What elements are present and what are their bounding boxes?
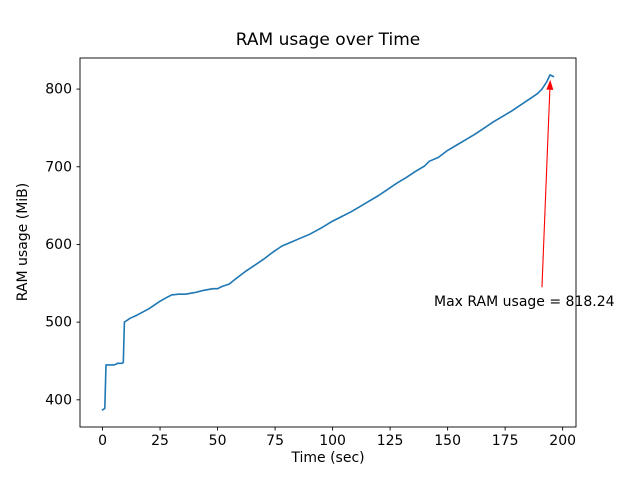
x-axis-label: Time (sec) — [290, 450, 364, 466]
x-tick-label: 200 — [549, 433, 576, 449]
y-tick-label: 600 — [45, 237, 72, 253]
x-tick-label: 100 — [319, 433, 346, 449]
plot-layer: 0 25 50 75 100 125 150 175 200 400 500 600 700 800 — [45, 57, 577, 449]
line-series-ram-usage — [101, 74, 555, 411]
y-tick-label: 400 — [45, 392, 72, 408]
chart-title: RAM usage over Time — [236, 30, 420, 50]
y-tick-label: 800 — [45, 82, 72, 98]
x-tick-label: 0 — [98, 433, 107, 449]
max-annotation-text: Max RAM usage = 818.24 — [434, 294, 615, 310]
x-tick-label: 125 — [377, 433, 404, 449]
annotation-arrow-head — [546, 79, 554, 90]
x-tick-label: 150 — [434, 433, 461, 449]
x-tick-label: 50 — [209, 433, 227, 449]
x-tick-label: 25 — [151, 433, 169, 449]
plot-area — [79, 57, 577, 428]
y-tick-label: 700 — [45, 159, 72, 175]
x-tick-label: 75 — [266, 433, 284, 449]
x-tick-label: 175 — [492, 433, 519, 449]
y-axis-label: RAM usage (MiB) — [15, 183, 31, 301]
annotation-arrow-line — [541, 89, 551, 288]
y-tick-label: 500 — [45, 315, 72, 331]
